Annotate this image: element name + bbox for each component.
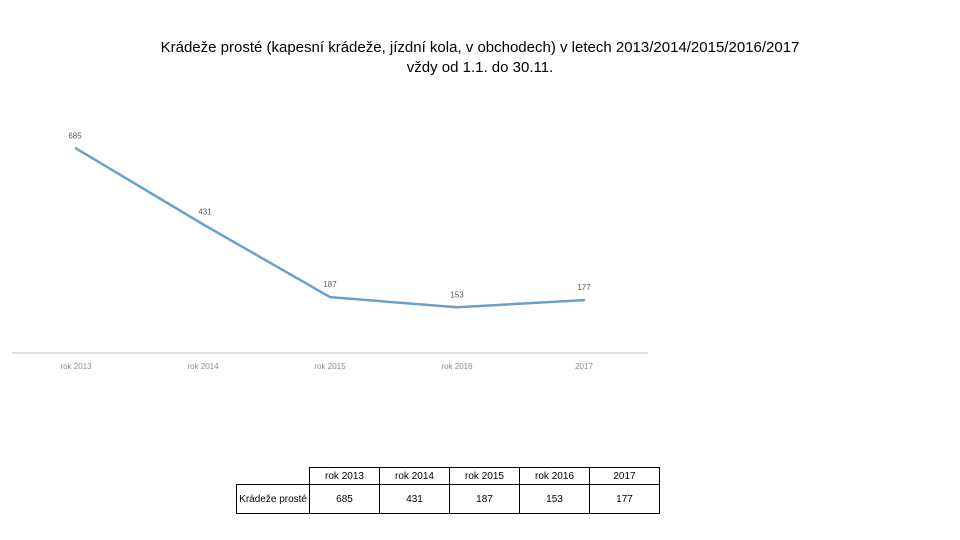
data-point bbox=[74, 147, 78, 150]
chart-title: Krádeže prosté (kapesní krádeže, jízdní … bbox=[0, 38, 960, 78]
table-row-label: Krádeže prosté bbox=[236, 484, 310, 514]
data-point bbox=[455, 306, 459, 309]
x-tick-label: rok 2014 bbox=[187, 362, 219, 371]
data-label: 431 bbox=[198, 207, 212, 216]
x-tick-label: rok 2015 bbox=[314, 362, 346, 371]
x-tick-label: 2017 bbox=[575, 362, 593, 371]
table-row: Krádeže prosté 685 431 187 153 177 bbox=[236, 484, 660, 514]
table-header-row: rok 2013 rok 2014 rok 2015 rok 2016 2017 bbox=[237, 467, 660, 485]
data-point bbox=[582, 298, 586, 302]
data-label: 187 bbox=[323, 280, 337, 289]
table-value-cell: 431 bbox=[379, 484, 450, 514]
x-tick-label: rok 2016 bbox=[441, 362, 473, 371]
table-header-cell: rok 2015 bbox=[449, 467, 520, 485]
chart-title-line-2: vždy od 1.1. do 30.11. bbox=[406, 59, 554, 76]
chart-title-line-1: Krádeže prosté (kapesní krádeže, jízdní … bbox=[160, 39, 800, 56]
table-value-cell: 685 bbox=[309, 484, 380, 514]
table-header-cell: 2017 bbox=[589, 467, 660, 485]
x-tick-label: rok 2013 bbox=[60, 362, 92, 371]
table-header-cell: rok 2016 bbox=[519, 467, 590, 485]
table-value-cell: 153 bbox=[519, 484, 590, 514]
data-label: 685 bbox=[68, 131, 82, 140]
table-header-cell: rok 2014 bbox=[379, 467, 450, 485]
data-label: 177 bbox=[577, 283, 591, 292]
table-value-cell: 177 bbox=[589, 484, 660, 514]
table-corner-cell bbox=[237, 468, 310, 485]
data-table: rok 2013 rok 2014 rok 2015 rok 2016 2017… bbox=[236, 467, 660, 514]
table-value-cell: 187 bbox=[449, 484, 520, 514]
data-label: 153 bbox=[450, 290, 464, 299]
data-point bbox=[201, 223, 205, 226]
data-point bbox=[328, 295, 332, 299]
table-header-cell: rok 2013 bbox=[309, 467, 380, 485]
